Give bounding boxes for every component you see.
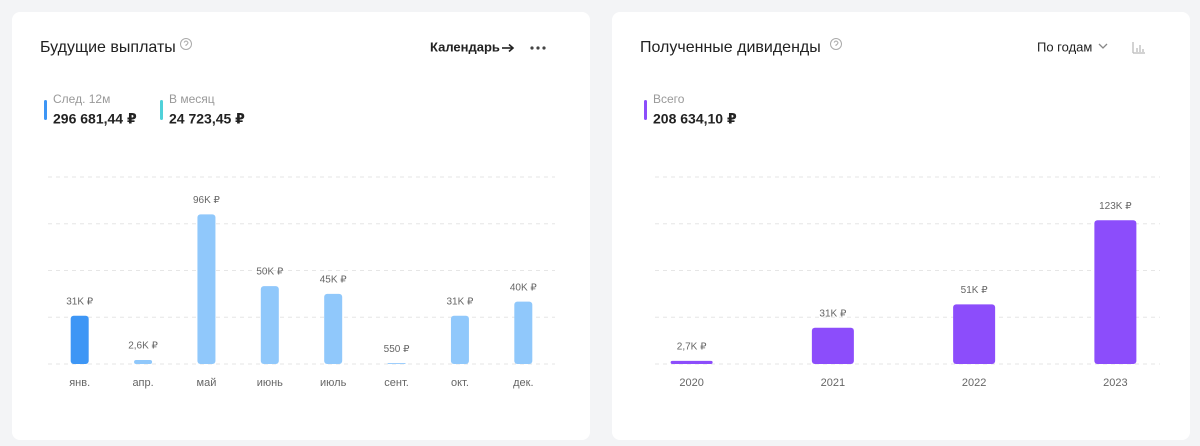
info-icon[interactable] [180, 38, 192, 50]
value-label: 40K ₽ [510, 282, 538, 293]
arrow-icon[interactable] [502, 43, 515, 53]
bar[interactable] [1094, 220, 1137, 364]
chart-title: Полученные дивиденды [640, 39, 821, 56]
x-tick-label: 2023 [1103, 377, 1127, 389]
value-label: 2,7K ₽ [677, 341, 707, 352]
stat-label: Всего [653, 92, 685, 106]
bar[interactable] [324, 293, 343, 364]
bar[interactable] [197, 214, 216, 364]
stat-value: 208 634,10 ₽ [653, 111, 737, 127]
value-label: 45K ₽ [320, 275, 348, 286]
stat-marker [160, 100, 163, 120]
bar[interactable] [260, 286, 279, 364]
value-label: 123K ₽ [1099, 201, 1132, 212]
x-tick-label: окт. [451, 377, 469, 389]
card [612, 12, 1190, 440]
stat-marker [644, 100, 647, 120]
x-tick-label: 2021 [821, 377, 845, 389]
value-label: 550 ₽ [384, 344, 410, 355]
chart-title: Будущие выплаты [40, 39, 176, 56]
bar[interactable] [70, 315, 89, 364]
bar[interactable] [387, 363, 406, 364]
value-label: 2,6K ₽ [128, 341, 158, 352]
x-tick-label: 2020 [679, 377, 703, 389]
x-tick-label: июль [320, 377, 347, 389]
x-tick-label: апр. [132, 377, 153, 389]
control[interactable]: Календарь [430, 39, 500, 54]
x-tick-label: 2022 [962, 377, 986, 389]
chevron-icon[interactable] [1098, 43, 1108, 49]
bar[interactable] [450, 315, 469, 364]
control[interactable]: По годам [1037, 39, 1092, 54]
value-label: 31K ₽ [446, 296, 474, 307]
value-label: 31K ₽ [66, 296, 94, 307]
value-label: 51K ₽ [961, 285, 989, 296]
x-tick-label: янв. [69, 377, 90, 389]
info-icon[interactable] [830, 38, 842, 50]
bar[interactable] [134, 359, 153, 364]
value-label: 31K ₽ [819, 308, 847, 319]
stat-label: В месяц [169, 92, 215, 106]
x-tick-label: май [197, 377, 217, 389]
bar[interactable] [811, 327, 854, 364]
chart-icon[interactable] [1132, 42, 1145, 54]
value-label: 50K ₽ [256, 267, 284, 278]
stat-label: След. 12м [53, 92, 110, 106]
more-icon[interactable] [530, 46, 546, 50]
card [12, 12, 590, 440]
x-tick-label: сент. [384, 377, 409, 389]
bar[interactable] [953, 304, 996, 364]
bar[interactable] [670, 360, 713, 364]
x-tick-label: дек. [513, 377, 533, 389]
stat-marker [44, 100, 47, 120]
value-label: 96K ₽ [193, 195, 221, 206]
bar[interactable] [514, 301, 533, 364]
x-tick-label: июнь [257, 377, 283, 389]
stat-value: 296 681,44 ₽ [53, 111, 137, 127]
stat-value: 24 723,45 ₽ [169, 111, 245, 127]
